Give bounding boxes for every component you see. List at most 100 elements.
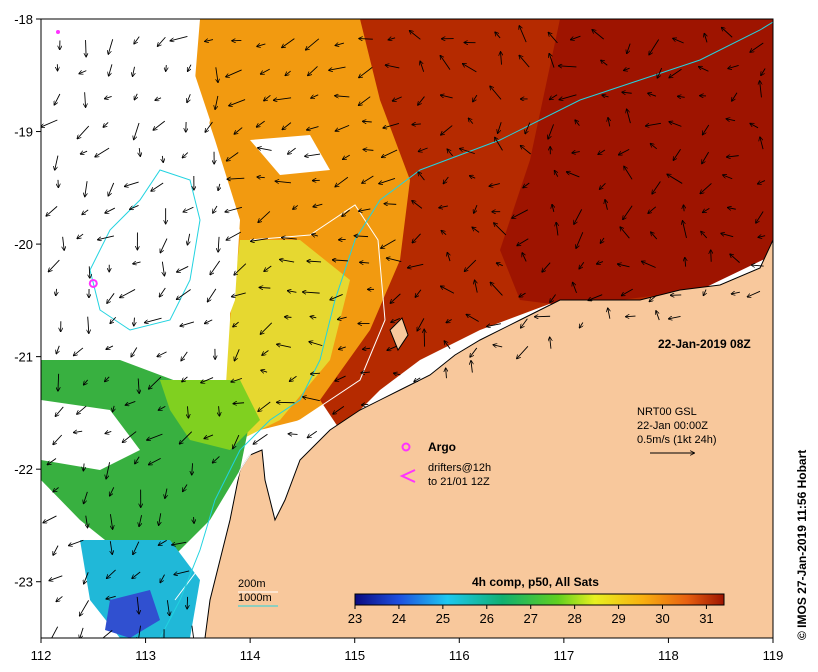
current-vector: [181, 351, 188, 361]
current-vector: [110, 541, 112, 554]
drifter-marker: [56, 30, 60, 34]
current-vector: [309, 342, 323, 347]
current-vector: [381, 239, 396, 248]
current-vector: [264, 94, 271, 100]
current-vector: [49, 259, 60, 271]
current-vector: [649, 39, 660, 55]
current-vector: [495, 32, 501, 39]
current-vector: [53, 545, 59, 555]
current-vector: [379, 178, 396, 183]
current-vector: [728, 208, 736, 210]
current-vector: [305, 154, 321, 156]
current-scale-label: 0.5m/s (1kt 24h): [637, 434, 716, 446]
current-vector: [188, 64, 192, 71]
current-vector: [108, 39, 114, 54]
current-vector: [623, 205, 633, 220]
current-vector: [134, 36, 140, 44]
current-vector: [183, 206, 194, 212]
current-vector: [359, 39, 373, 40]
current-vector: [290, 375, 297, 381]
current-vector: [233, 434, 240, 448]
current-vector: [519, 292, 526, 297]
x-tick-label: 113: [135, 648, 156, 663]
current-vector: [342, 209, 350, 216]
current-vector: [576, 232, 584, 248]
current-vector: [187, 94, 191, 102]
current-vector: [726, 119, 736, 121]
colorbar-tick-label: 23: [348, 611, 362, 626]
current-vector: [550, 337, 551, 349]
current-vector: [134, 122, 140, 140]
current-vector: [77, 125, 90, 139]
current-vector: [418, 147, 428, 151]
current-vector: [310, 316, 317, 317]
current-vector: [81, 151, 88, 154]
current-vector: [550, 94, 558, 100]
y-tick-label: -21: [14, 350, 33, 365]
current-vector: [600, 237, 604, 243]
current-vector: [501, 52, 502, 65]
current-vector: [162, 155, 163, 162]
current-vector: [54, 93, 61, 105]
current-vector: [622, 92, 632, 93]
current-vector: [227, 178, 245, 179]
current-vector: [760, 81, 762, 98]
current-vector: [361, 372, 370, 373]
y-tick-label: -23: [14, 575, 33, 590]
current-vector: [107, 569, 116, 578]
current-vector: [226, 231, 242, 240]
current-vector: [85, 181, 87, 196]
current-vector: [750, 42, 764, 52]
current-vector: [125, 181, 139, 186]
colorbar-tick-label: 24: [392, 611, 406, 626]
timestamp-label: 22-Jan-2019 08Z: [658, 337, 751, 351]
current-vector: [85, 92, 86, 107]
current-vector: [77, 233, 84, 238]
argo-float-marker: [88, 278, 98, 288]
current-vector: [251, 238, 268, 242]
current-vector: [277, 344, 292, 348]
island: [389, 317, 409, 352]
current-vector: [110, 487, 115, 495]
current-vector: [335, 176, 349, 186]
current-vector: [86, 515, 88, 528]
current-vector: [183, 484, 188, 491]
current-vector: [258, 211, 271, 222]
current-vector: [758, 180, 766, 184]
current-vector: [441, 231, 447, 236]
current-vector: [133, 541, 140, 555]
current-vector: [523, 182, 530, 188]
current-vector: [149, 376, 162, 389]
current-vector: [517, 345, 529, 358]
current-vector: [139, 515, 141, 526]
current-vector: [521, 318, 528, 328]
current-vector: [333, 260, 348, 261]
current-vector: [722, 28, 733, 38]
current-vector: [180, 321, 195, 326]
current-vector: [253, 433, 268, 444]
current-vector: [105, 431, 112, 433]
current-vector: [387, 258, 402, 263]
current-vector: [177, 266, 189, 272]
sst-yellow-band: [225, 240, 350, 440]
current-vector: [130, 205, 139, 209]
current-vector: [285, 70, 291, 75]
current-vector: [110, 316, 117, 323]
current-vector: [159, 513, 161, 525]
current-vector: [280, 259, 295, 263]
current-vector: [275, 181, 292, 183]
current-vector: [213, 456, 220, 462]
current-vector: [704, 34, 707, 43]
current-vector: [311, 373, 320, 374]
current-vector: [575, 120, 580, 126]
current-vector: [447, 253, 450, 262]
current-vector: [137, 596, 139, 614]
current-vector: [55, 155, 59, 170]
current-vector: [517, 238, 529, 246]
current-vector: [234, 127, 243, 134]
current-vector: [233, 321, 239, 327]
current-vector: [205, 319, 213, 324]
current-vector: [259, 287, 271, 288]
current-vector: [166, 65, 167, 71]
current-vector: [139, 148, 140, 156]
